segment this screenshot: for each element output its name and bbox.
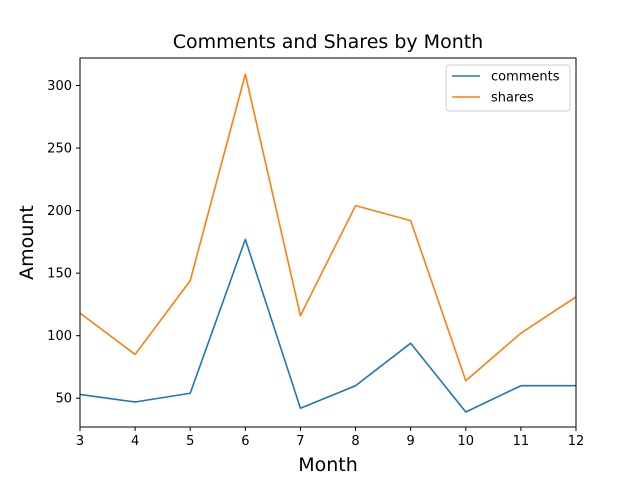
y-axis-label: Amount — [16, 205, 38, 280]
x-tick-label: 9 — [407, 434, 415, 449]
y-tick-label: 300 — [47, 79, 72, 94]
series-line-shares — [79, 73, 577, 382]
y-tick-label: 150 — [47, 267, 72, 282]
y-tick-label: 200 — [47, 204, 72, 219]
x-tick-label: 4 — [131, 434, 139, 449]
axes-frame — [79, 57, 577, 428]
x-tick-label: 6 — [241, 434, 249, 449]
x-tick-label: 8 — [351, 434, 359, 449]
x-tick-label: 7 — [296, 434, 304, 449]
x-axis-label: Month — [298, 454, 358, 476]
series-line-comments — [79, 238, 576, 413]
x-tick-label: 12 — [568, 434, 585, 449]
y-tick-label: 50 — [55, 392, 72, 407]
x-tick-label: 10 — [458, 434, 475, 449]
x-tick-label: 11 — [513, 434, 530, 449]
plot-area: 3 4 5 6 7 8 9 10 11 12 50 100 150 200 250 300 — [47, 57, 585, 449]
x-tick-label: 3 — [76, 434, 84, 449]
chart-legend: comments shares — [445, 64, 571, 112]
legend-label-comments: comments — [491, 70, 560, 85]
y-tick-label: 250 — [47, 142, 72, 157]
chart-title: Comments and Shares by Month — [173, 31, 483, 53]
x-tick-label: 5 — [186, 434, 194, 449]
legend-label-shares: shares — [491, 91, 534, 106]
y-tick-label: 100 — [47, 329, 72, 344]
